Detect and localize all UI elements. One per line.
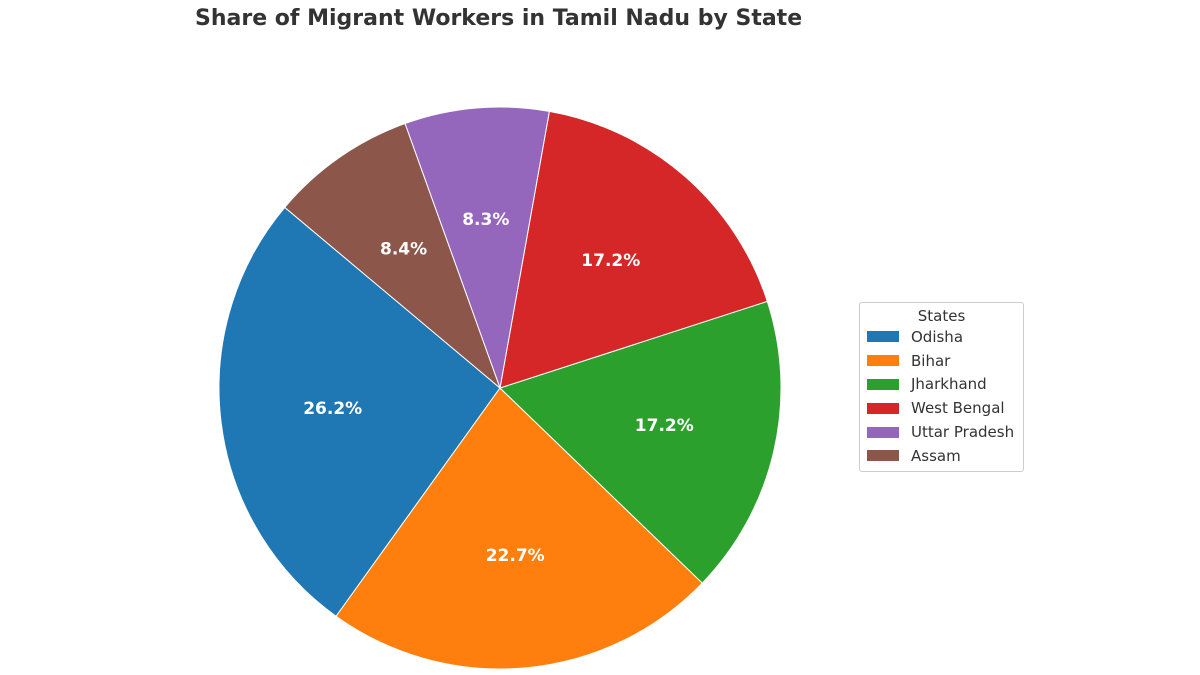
slice-label-uttar-pradesh: 8.3% [462, 210, 509, 230]
pie-labels: 26.2% 22.7% 17.2% 17.2% 8.3% 8.4% [303, 210, 694, 566]
legend-label: Uttar Pradesh [911, 423, 1015, 442]
pie-slice-jharkhand [499, 300, 782, 584]
slice-label-odisha: 26.2% [303, 399, 362, 419]
legend-item-bihar: Bihar [860, 349, 1023, 373]
legend-swatch [867, 355, 899, 367]
pie-slice-west-bengal [499, 110, 768, 389]
legend-title: States [917, 307, 966, 325]
pie-slice-bihar [335, 387, 703, 670]
legend-item-assam: Assam [860, 444, 1023, 468]
legend-item-jharkhand: Jharkhand [860, 373, 1023, 397]
pie-slice-uttar-pradesh [404, 106, 550, 390]
legend-label: Bihar [911, 351, 951, 370]
legend-label: Jharkhand [911, 375, 987, 394]
chart-title: Share of Migrant Workers in Tamil Nadu b… [195, 6, 803, 31]
legend-label: Assam [911, 446, 961, 465]
slice-label-bihar: 22.7% [486, 546, 545, 566]
legend-swatch [867, 331, 899, 343]
legend-item-uttar-pradesh: Uttar Pradesh [860, 420, 1023, 444]
legend-item-odisha: Odisha [860, 325, 1023, 349]
legend-swatch [867, 450, 899, 462]
legend-swatch [867, 426, 899, 438]
slice-label-assam: 8.4% [380, 240, 427, 260]
pie-slice-assam [284, 122, 502, 390]
slice-label-jharkhand: 17.2% [635, 416, 694, 436]
legend-label: Odisha [911, 327, 964, 346]
legend-swatch [867, 402, 899, 414]
legend-swatch [867, 378, 899, 390]
slice-label-west-bengal: 17.2% [581, 251, 640, 271]
legend: States Odisha Bihar Jharkhand West Bengal Ut… [859, 302, 1024, 472]
legend-rows: Odisha Bihar Jharkhand West Bengal Uttar Pra… [860, 325, 1023, 468]
pie-slices [218, 106, 782, 670]
pie-slice-odisha [218, 206, 501, 617]
legend-item-west-bengal: West Bengal [860, 396, 1023, 420]
legend-label: West Bengal [911, 399, 1005, 418]
